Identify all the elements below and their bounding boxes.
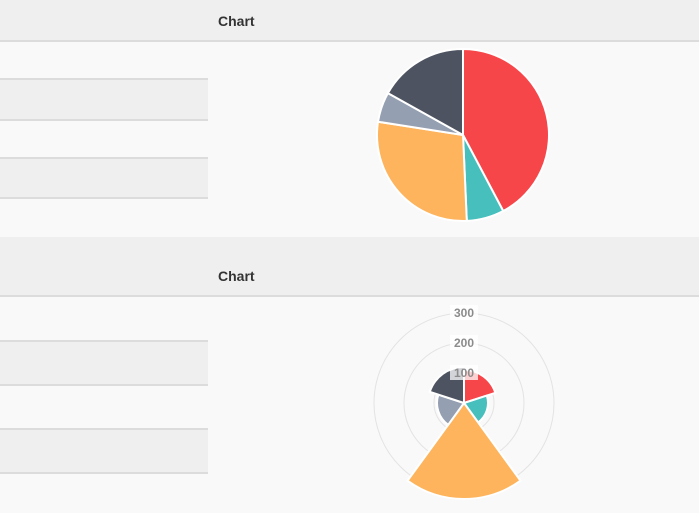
table-row: [0, 340, 208, 386]
panel-header: Chart: [0, 237, 699, 297]
pie-slice[interactable]: [376, 120, 468, 222]
panel-title: Chart: [218, 268, 255, 284]
pie-slice[interactable]: [386, 47, 464, 137]
table-row: [0, 157, 208, 199]
tick-label-backdrop: [450, 305, 478, 320]
table-row: [0, 78, 208, 121]
polar-segment[interactable]: [406, 401, 522, 500]
scale-tick-label: 300: [454, 306, 474, 320]
pie-chart: [376, 47, 550, 222]
panel-title: Chart: [218, 13, 255, 29]
chart-panel-2: Chart 100 200 300: [0, 237, 699, 513]
pie-slice[interactable]: [462, 47, 550, 213]
tick-label-backdrop: [450, 365, 478, 380]
scale-tick-label: 200: [454, 336, 474, 350]
polar-area-chart: 100 200 300: [373, 305, 555, 500]
scale-tick-label: 100: [454, 366, 474, 380]
table-row: [0, 428, 208, 474]
chart-panel-1: Chart: [0, 0, 699, 237]
tick-label-backdrop: [450, 335, 478, 350]
panel-header: Chart: [0, 0, 699, 42]
